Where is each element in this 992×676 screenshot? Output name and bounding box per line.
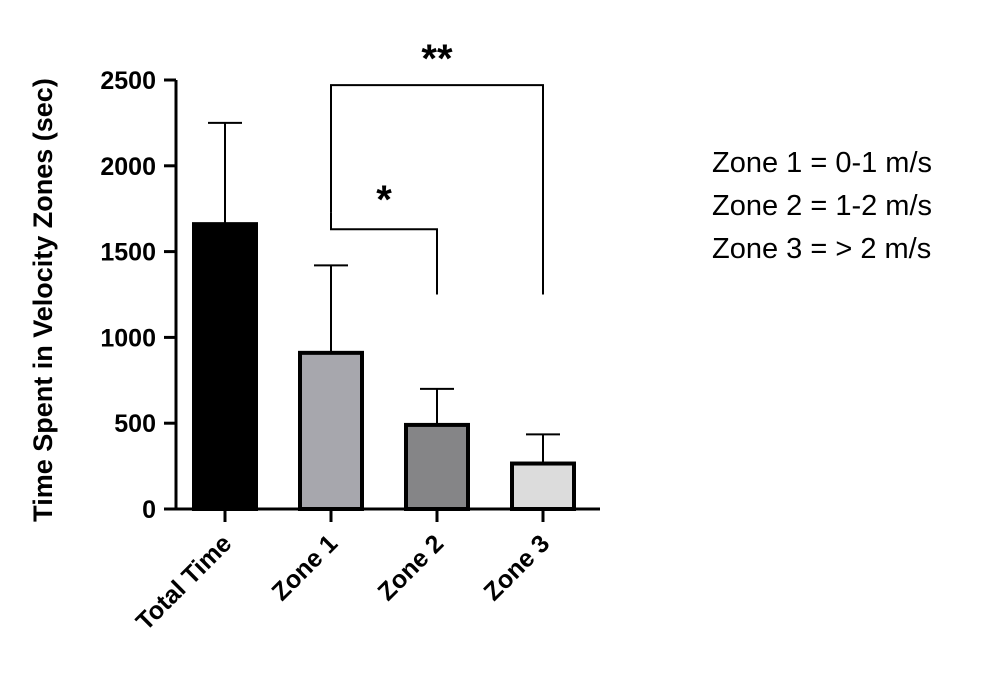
significance-bracket <box>330 212 438 295</box>
bar <box>192 222 258 511</box>
y-axis-title: Time Spent in Velocity Zones (sec) <box>28 78 58 522</box>
y-tick-label: 500 <box>114 410 156 438</box>
y-tick-label: 2000 <box>100 153 156 181</box>
y-tick-label: 0 <box>142 496 156 524</box>
x-category-label: Zone 2 <box>372 529 449 606</box>
legend-zone-2: Zone 2 = 1-2 m/s <box>712 190 932 222</box>
x-category-label: Zone 3 <box>478 529 555 606</box>
legend-zone-3: Zone 3 = > 2 m/s <box>712 233 931 265</box>
y-tick-label: 2500 <box>100 67 156 95</box>
legend-zone-1: Zone 1 = 0-1 m/s <box>712 147 932 179</box>
x-category-label: Zone 1 <box>266 529 343 606</box>
zone-legend: Zone 1 = 0-1 m/s Zone 2 = 1-2 m/s Zone 3… <box>712 147 932 265</box>
significance-bracket <box>330 84 544 295</box>
significance-label: ** <box>421 37 453 81</box>
bar <box>298 350 364 511</box>
bar <box>404 422 470 511</box>
x-category-label: Total Time <box>131 529 238 636</box>
bar <box>510 461 576 511</box>
y-tick-label: 1500 <box>100 239 156 267</box>
y-tick-label: 1000 <box>100 324 156 352</box>
significance-label: * <box>376 178 392 222</box>
